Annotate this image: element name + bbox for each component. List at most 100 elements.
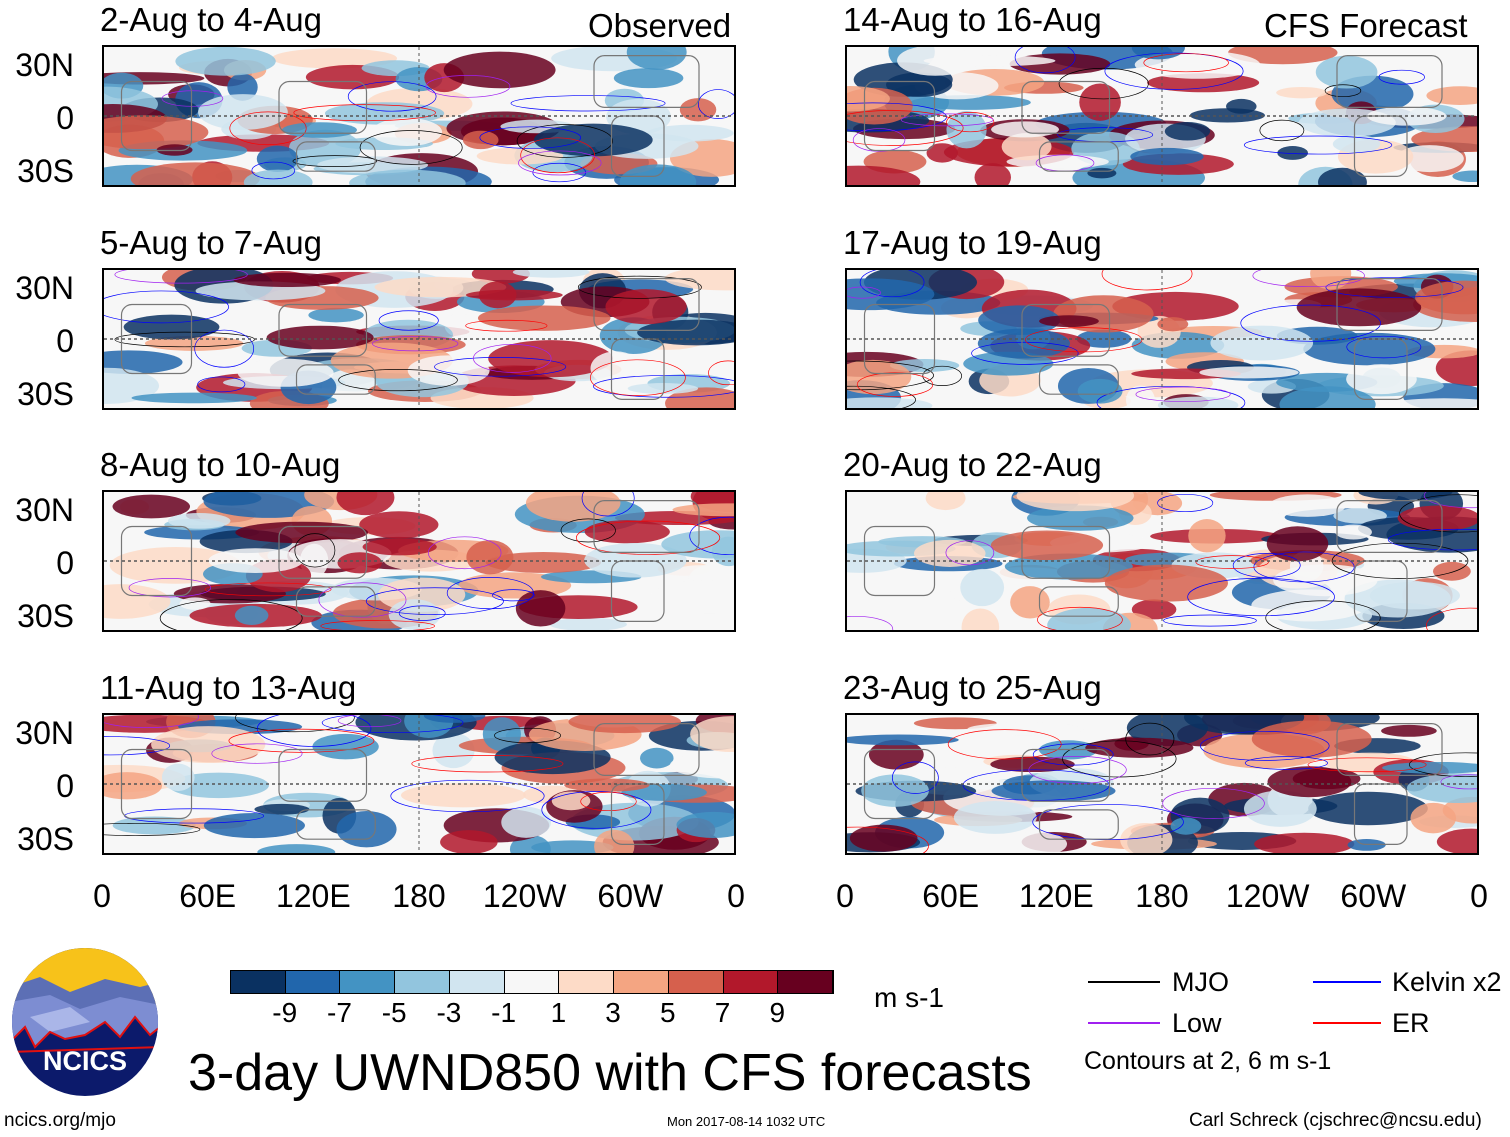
x-tick-label: 120E: [275, 878, 351, 914]
wind-anomaly-blob: [1332, 135, 1381, 153]
wind-anomaly-blob: [1104, 564, 1228, 602]
coastline: [297, 365, 376, 394]
wind-anomaly-blob: [847, 278, 935, 311]
contour: [1347, 336, 1421, 358]
contour: [1332, 543, 1468, 578]
wind-anomaly-blob: [175, 47, 276, 76]
x-tick-label: 180: [392, 878, 446, 914]
contour: [252, 162, 295, 179]
wind-anomaly-blob: [336, 492, 395, 516]
x-tick-label: 60W: [597, 878, 664, 914]
wind-anomaly-blob: [847, 734, 959, 746]
wind-anomaly-blob: [926, 143, 958, 163]
y-tick-label: 30S: [17, 376, 74, 412]
wind-anomaly-blob: [477, 305, 611, 331]
panel-title: 17-Aug to 19-Aug: [843, 224, 1102, 261]
wind-anomaly-blob: [112, 816, 196, 835]
wind-anomaly-blob: [847, 86, 890, 112]
colorbar-swatch: [614, 971, 669, 993]
contour: [853, 129, 905, 152]
wind-anomaly-blob: [198, 94, 288, 130]
wind-anomaly-blob: [1251, 720, 1372, 758]
map-panel: [845, 713, 1479, 855]
wind-anomaly-blob: [605, 289, 687, 325]
contour: [293, 156, 377, 167]
wind-anomaly-blob: [349, 169, 466, 185]
colorbar-label: -7: [327, 997, 352, 1028]
colorbar-units: m s-1: [874, 982, 944, 1013]
wind-anomaly-blob: [1308, 791, 1428, 826]
y-tick-label: 30N: [15, 715, 74, 751]
wind-anomaly-blob: [570, 802, 699, 841]
wind-anomaly-blob: [337, 552, 382, 574]
site-link[interactable]: ncics.org/mjo: [4, 1110, 116, 1131]
contour: [102, 737, 170, 755]
wind-anomaly-blob: [1436, 828, 1477, 853]
coastline: [612, 561, 665, 621]
wind-anomaly-blob: [1007, 832, 1068, 853]
wind-anomaly-blob: [104, 772, 163, 800]
wind-anomaly-blob: [1452, 170, 1477, 183]
contour: [102, 291, 229, 323]
contour: [581, 792, 637, 810]
map-panel: [102, 268, 736, 410]
wind-anomaly-blob: [1395, 145, 1464, 173]
wind-anomaly-blob: [1279, 386, 1376, 408]
contour: [466, 320, 547, 331]
contour: [521, 138, 595, 173]
timestamp: Mon 2017-08-14 1032 UTC: [667, 1114, 826, 1129]
wind-anomaly-blob: [1016, 492, 1135, 512]
wind-anomaly-blob: [1079, 83, 1121, 121]
wind-anomaly-blob: [1170, 817, 1202, 835]
contour: [198, 377, 245, 392]
kelvin-line-swatch: [1313, 981, 1381, 983]
wind-anomaly-blob: [925, 492, 966, 511]
coastline: [122, 527, 192, 596]
y-tick-label: 0: [56, 100, 74, 136]
contour: [946, 112, 994, 131]
contour: [1233, 553, 1300, 577]
wind-anomaly-blob: [619, 164, 697, 185]
wind-anomaly-blob: [978, 305, 1060, 335]
wind-anomaly-blob: [1131, 599, 1177, 620]
contour: [576, 521, 719, 554]
contour: [1015, 45, 1075, 73]
wind-anomaly-blob: [1426, 86, 1477, 105]
wind-anomaly-blob: [1315, 55, 1378, 89]
colorbar-swatch: [778, 971, 834, 993]
wind-anomaly-blob: [551, 791, 591, 811]
y-tick-label: 30S: [17, 153, 74, 189]
coastline: [1337, 279, 1442, 331]
wind-anomaly-blob: [1318, 167, 1367, 185]
mjo-line-swatch: [1088, 981, 1160, 983]
contour: [1136, 387, 1230, 402]
wind-anomaly-blob: [1406, 773, 1477, 804]
wind-anomaly-blob: [362, 538, 437, 556]
contour: [1326, 278, 1463, 298]
coastline: [1355, 116, 1408, 176]
wind-anomaly-blob: [1210, 325, 1314, 361]
wind-anomaly-blob: [961, 608, 1000, 630]
contour: [1400, 495, 1479, 532]
wind-anomaly-blob: [476, 147, 564, 165]
wind-anomaly-blob: [897, 47, 974, 76]
contour: [845, 386, 916, 410]
contour: [590, 360, 685, 396]
wind-anomaly-blob: [1243, 790, 1317, 827]
colorbar-swatch: [395, 971, 450, 993]
wind-anomaly-blob: [407, 355, 490, 386]
legend-kelvin: Kelvin x2: [1392, 967, 1502, 997]
wind-anomaly-blob: [123, 314, 220, 340]
wind-anomaly-blob: [104, 350, 183, 374]
contour: [948, 730, 1061, 759]
wind-anomaly-blob: [257, 844, 336, 853]
contour: [1105, 53, 1243, 89]
coastline: [297, 810, 376, 839]
map-panel: [102, 490, 736, 632]
coastline: [297, 142, 376, 171]
contour: [1188, 578, 1335, 615]
x-tick-label: 60W: [1340, 878, 1407, 914]
contour: [426, 75, 510, 97]
colorbar-label: 1: [550, 997, 567, 1028]
wind-anomaly-blob: [1120, 822, 1173, 853]
